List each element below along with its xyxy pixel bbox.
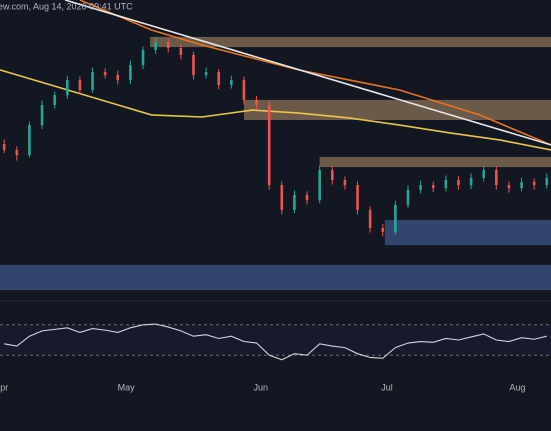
candle-body [394, 204, 397, 232]
candle-body [192, 54, 195, 75]
candle-body [166, 42, 170, 48]
candle-body [129, 65, 132, 81]
candle-body [28, 125, 31, 156]
candle-body [217, 72, 221, 85]
candle-body [255, 99, 258, 105]
candle-body [406, 189, 410, 205]
candle-body [141, 50, 145, 66]
candle-body [267, 105, 271, 186]
candle-body [40, 105, 44, 126]
candle-body [293, 195, 296, 210]
candle-body [444, 180, 448, 189]
candle-body [116, 75, 120, 81]
x-tick-label: pr [0, 382, 8, 392]
candle-body [230, 80, 233, 85]
candle-body [280, 185, 284, 210]
rsi-line [4, 323, 547, 361]
chart-header: ew.com, Aug 14, 2026 09:41 UTC [0, 1, 133, 11]
candle-body [381, 228, 385, 232]
candle-body [457, 180, 460, 186]
candle-body [431, 185, 435, 189]
zone [0, 264, 551, 291]
candle-body [520, 182, 523, 189]
zone [150, 36, 551, 48]
candle-body [469, 177, 473, 186]
x-tick-label: Jun [254, 382, 269, 392]
zone [243, 99, 551, 120]
x-tick-label: May [118, 382, 136, 392]
candle-body [532, 182, 536, 186]
candle-body [78, 80, 82, 90]
x-tick-label: Jul [381, 382, 393, 392]
candle-body [65, 80, 69, 96]
candle-body [53, 95, 56, 105]
x-tick-label: Aug [509, 382, 525, 392]
candle-body [318, 170, 321, 201]
zone [384, 219, 551, 246]
candle-body [242, 80, 246, 100]
candle-body [103, 72, 107, 75]
candle-body [154, 42, 157, 51]
candle-body [495, 170, 498, 186]
candle-body [305, 195, 309, 201]
candle-body [204, 72, 208, 75]
level-band [0, 324, 551, 356]
candle-body [507, 185, 511, 189]
candle-body [419, 185, 422, 190]
candle-body [482, 170, 486, 178]
candle-body [2, 144, 6, 150]
zone [319, 156, 551, 168]
candle-body [179, 48, 183, 55]
candle-body [368, 210, 372, 228]
candle-body [15, 150, 19, 156]
candle-body [545, 177, 549, 186]
candle-body [356, 185, 359, 210]
candle-body [330, 170, 334, 180]
candle-body [91, 72, 94, 90]
indicator-line [64, 0, 551, 146]
indicator-line [0, 69, 551, 151]
candle-body [343, 180, 347, 186]
